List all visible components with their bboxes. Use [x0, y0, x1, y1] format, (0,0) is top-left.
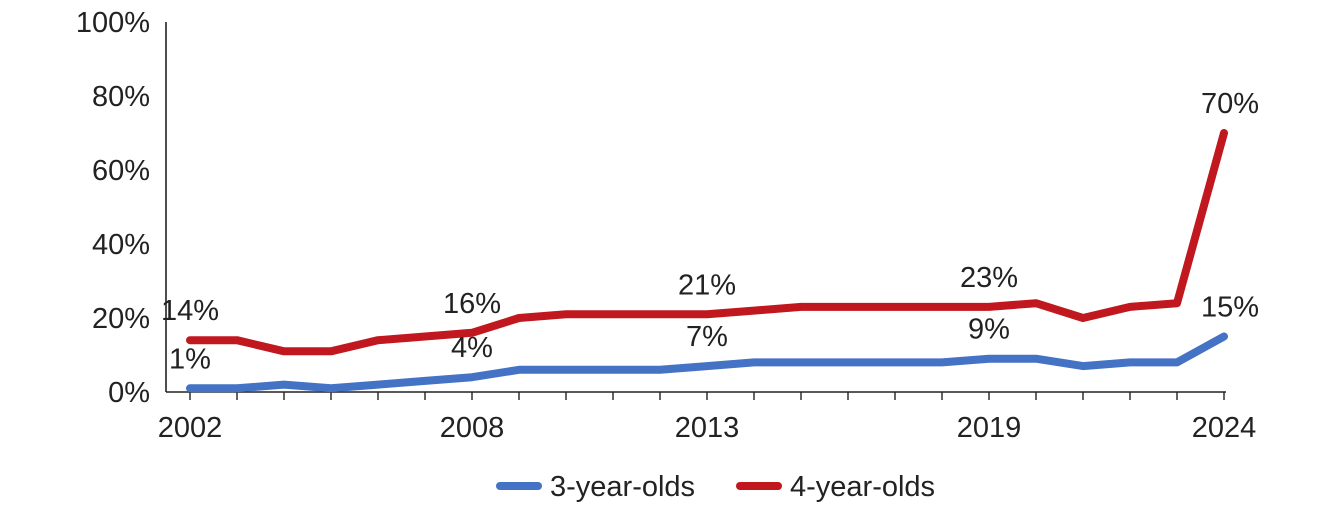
data-label: 7% — [686, 321, 728, 353]
legend-label: 4-year-olds — [790, 471, 935, 503]
series-lines — [186, 129, 1228, 393]
x-tick-label: 2019 — [957, 412, 1022, 444]
x-tick-label: 2013 — [675, 412, 740, 444]
series-line-4-year-olds — [186, 129, 1228, 356]
y-tick-label: 80% — [92, 81, 150, 113]
data-labels: 1% 4% 7% 9% 15% 14% 16% 21% 23% 70% — [161, 88, 1259, 375]
legend-label: 3-year-olds — [550, 471, 695, 503]
y-tick-label: 100% — [76, 7, 150, 39]
data-label: 15% — [1201, 292, 1259, 324]
data-label: 1% — [169, 343, 211, 375]
data-label: 16% — [443, 288, 501, 320]
data-label: 4% — [451, 332, 493, 364]
data-label: 23% — [960, 262, 1018, 294]
y-tick-label: 20% — [92, 303, 150, 335]
axes: 0% 20% 40% 60% 80% 100% 2002 2008 2013 2019 2024 — [76, 7, 1256, 444]
data-label: 9% — [968, 314, 1010, 346]
y-tick-label: 0% — [108, 377, 150, 409]
y-tick-label: 40% — [92, 229, 150, 261]
data-label: 21% — [678, 269, 736, 301]
series-line-3-year-olds — [186, 332, 1228, 393]
x-tick-label: 2008 — [440, 412, 505, 444]
y-tick-label: 60% — [92, 155, 150, 187]
x-tick-label: 2002 — [158, 412, 223, 444]
legend: 3-year-olds 4-year-olds — [496, 471, 935, 503]
x-tick-label: 2024 — [1192, 412, 1257, 444]
data-label: 70% — [1201, 88, 1259, 120]
data-label: 14% — [161, 295, 219, 327]
